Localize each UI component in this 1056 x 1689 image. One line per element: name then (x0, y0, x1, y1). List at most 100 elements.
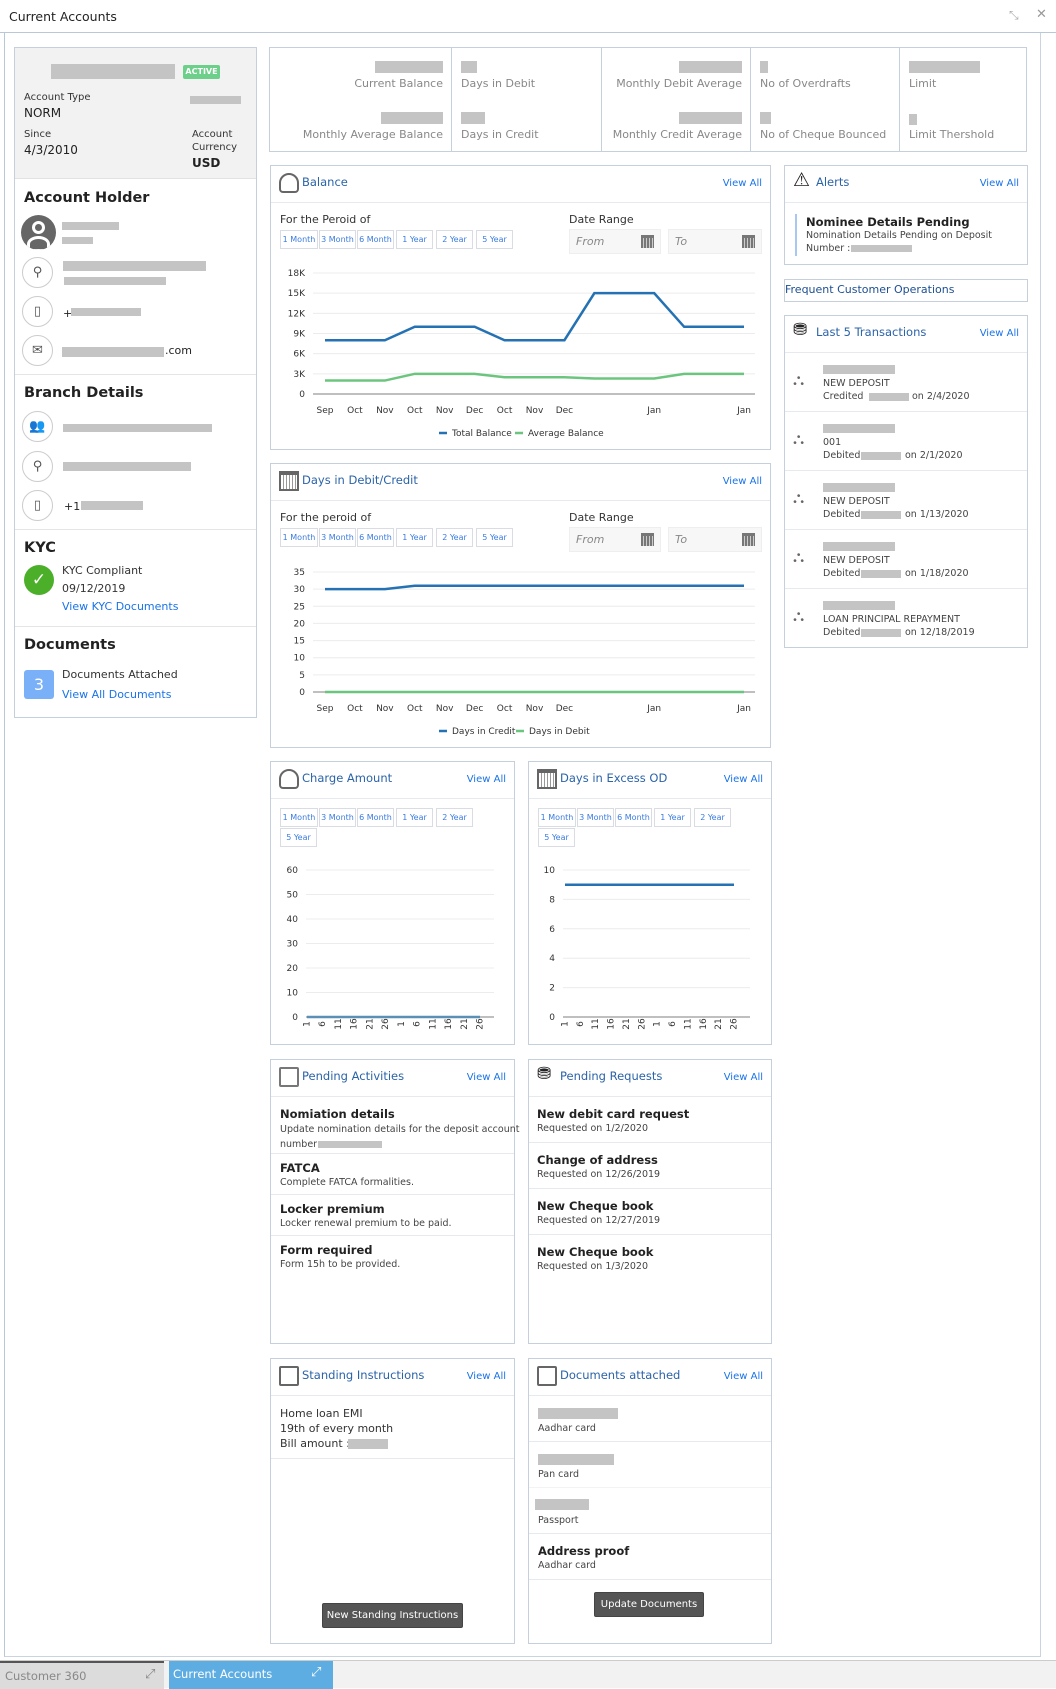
period-button[interactable]: 6 Month (615, 808, 652, 827)
y-tick-label: 60 (287, 866, 299, 876)
request-item[interactable]: New Cheque book Requested on 1/3/2020 (529, 1235, 771, 1281)
period-button[interactable]: 1 Month (280, 230, 318, 249)
period-button[interactable]: 3 Month (319, 528, 356, 547)
tab-customer-360[interactable]: Customer 360 ⤢ (0, 1661, 164, 1689)
x-tick-label: Sep (317, 704, 334, 714)
view-all-link[interactable]: View All (723, 774, 763, 785)
period-button[interactable]: 2 Year (436, 230, 473, 249)
transaction-row[interactable]: ⛬ NEW DEPOSIT Credited on 2/4/2020 (785, 353, 1027, 412)
period-button[interactable]: 1 Month (280, 528, 318, 547)
period-button[interactable]: 5 Year (538, 828, 575, 847)
y-tick-label: 0 (299, 688, 305, 698)
update-documents-button[interactable]: Update Documents (594, 1592, 704, 1617)
period-button[interactable]: 6 Month (357, 808, 394, 827)
view-all-link[interactable]: View All (466, 1072, 506, 1083)
from-date-input[interactable]: From (569, 229, 661, 254)
expand-icon[interactable]: ⤢ (145, 1667, 156, 1682)
view-all-link[interactable]: View All (466, 774, 506, 785)
frequent-operations[interactable]: Frequent Customer Operations (784, 279, 1028, 302)
period-button[interactable]: 6 Month (357, 528, 394, 547)
request-item[interactable]: New debit card request Requested on 1/2/… (529, 1097, 771, 1143)
view-all-link[interactable]: View All (723, 1371, 763, 1382)
people-icon: ⛬ (793, 429, 805, 448)
list-item[interactable]: Home loan EMI 19th of every month Bill a… (271, 1396, 514, 1459)
period-button[interactable]: 2 Year (694, 808, 731, 827)
period-button[interactable]: 1 Year (396, 230, 433, 249)
calendar-icon[interactable] (641, 533, 654, 546)
period-button[interactable]: 5 Year (476, 230, 513, 249)
transaction-row[interactable]: ⛬ LOAN PRINCIPAL REPAYMENT Debited on 12… (785, 589, 1027, 648)
date-range-label: Date Range (569, 511, 634, 524)
y-tick-label: 8 (549, 895, 555, 905)
period-button[interactable]: 1 Month (280, 808, 318, 827)
transaction-description: NEW DEPOSIT (823, 555, 890, 566)
collapse-icon[interactable]: ⤡ (1009, 8, 1019, 22)
new-standing-instructions-button[interactable]: New Standing Instructions (322, 1603, 463, 1628)
request-item[interactable]: Change of address Requested on 12/26/201… (529, 1143, 771, 1189)
view-all-link[interactable]: View All (979, 328, 1019, 339)
close-icon[interactable]: ✕ (1036, 7, 1047, 22)
view-kyc-documents-link[interactable]: View KYC Documents (62, 600, 179, 613)
transaction-row[interactable]: ⛬ NEW DEPOSIT Debited on 1/18/2020 (785, 530, 1027, 589)
period-button[interactable]: 2 Year (436, 808, 473, 827)
list-item[interactable]: Aadhar card (529, 1396, 771, 1442)
x-tick-label: 21 (460, 1018, 470, 1029)
x-tick-label: Jan (736, 704, 751, 714)
period-button[interactable]: 1 Year (396, 528, 433, 547)
tab-current-accounts[interactable]: Current Accounts ⤢ (169, 1661, 333, 1689)
period-button[interactable]: 1 Year (396, 808, 433, 827)
x-tick-label: Dec (466, 406, 483, 416)
to-date-input[interactable]: To (668, 527, 762, 552)
list-item[interactable]: Passport (529, 1488, 771, 1534)
period-button[interactable]: 5 Year (280, 828, 317, 847)
limit-label: Limit (909, 77, 937, 90)
calendar-icon[interactable] (742, 533, 755, 546)
period-button[interactable]: 3 Month (577, 808, 614, 827)
x-tick-label: 16 (699, 1018, 709, 1030)
list-item[interactable]: Locker premium Locker renewal premium to… (271, 1195, 514, 1236)
list-item[interactable]: Pan card (529, 1442, 771, 1488)
period-button[interactable]: 3 Month (319, 808, 356, 827)
transaction-type: Debited (823, 509, 861, 520)
period-button[interactable]: 1 Year (654, 808, 691, 827)
period-button[interactable]: 3 Month (319, 230, 356, 249)
transaction-row[interactable]: ⛬ NEW DEPOSIT Debited on 1/13/2020 (785, 471, 1027, 530)
calendar-icon[interactable] (641, 235, 654, 248)
period-button[interactable]: 6 Month (357, 230, 394, 249)
list-item[interactable]: Nomiation details Update nomination deta… (271, 1097, 519, 1154)
x-tick-label: Nov (436, 406, 454, 416)
period-button[interactable]: 1 Month (538, 808, 576, 827)
x-tick-label: 16 (607, 1018, 617, 1030)
view-all-documents-link[interactable]: View All Documents (62, 688, 172, 701)
account-summary: Current Balance Monthly Average Balance … (269, 47, 1027, 152)
view-all-link[interactable]: View All (722, 476, 762, 487)
expand-icon[interactable]: ⤢ (311, 1665, 322, 1680)
card-title: Days in Debit/Credit (302, 473, 418, 487)
people-icon: ⛬ (793, 547, 805, 566)
x-tick-label: 6 (318, 1021, 328, 1027)
view-all-link[interactable]: View All (723, 1072, 763, 1083)
request-item[interactable]: New Cheque book Requested on 12/27/2019 (529, 1189, 771, 1235)
kyc-status: KYC Compliant (62, 564, 143, 577)
period-button[interactable]: 5 Year (476, 528, 513, 547)
x-tick-label: Nov (526, 704, 544, 714)
list-item[interactable]: Form required Form 15h to be provided. (271, 1236, 514, 1277)
period-button[interactable]: 2 Year (436, 528, 473, 547)
from-date-input[interactable]: From (569, 527, 661, 552)
to-date-input[interactable]: To (668, 229, 762, 254)
view-all-link[interactable]: View All (466, 1371, 506, 1382)
list-item[interactable]: Address proof Aadhar card (529, 1534, 771, 1580)
y-tick-label: 30 (287, 940, 299, 950)
balance-chart: 0 3K 6K 9K 12K 15K 18K Sep Oct Nov Oct Nov Dec Oct Nov… (288, 269, 755, 439)
alert-title[interactable]: Nominee Details Pending (806, 215, 970, 229)
window-title: Current Accounts (9, 9, 117, 24)
view-all-link[interactable]: View All (722, 178, 762, 189)
location-icon: ⚲ (22, 451, 53, 482)
item-title: Locker premium (280, 1202, 385, 1216)
transaction-row[interactable]: ⛬ 001 Debited on 2/1/2020 (785, 412, 1027, 471)
request-icon: ⛃ (537, 1064, 552, 1084)
location-icon: ⚲ (22, 257, 53, 288)
calendar-icon[interactable] (742, 235, 755, 248)
view-all-link[interactable]: View All (979, 178, 1019, 189)
list-item[interactable]: FATCA Complete FATCA formalities. (271, 1154, 514, 1195)
